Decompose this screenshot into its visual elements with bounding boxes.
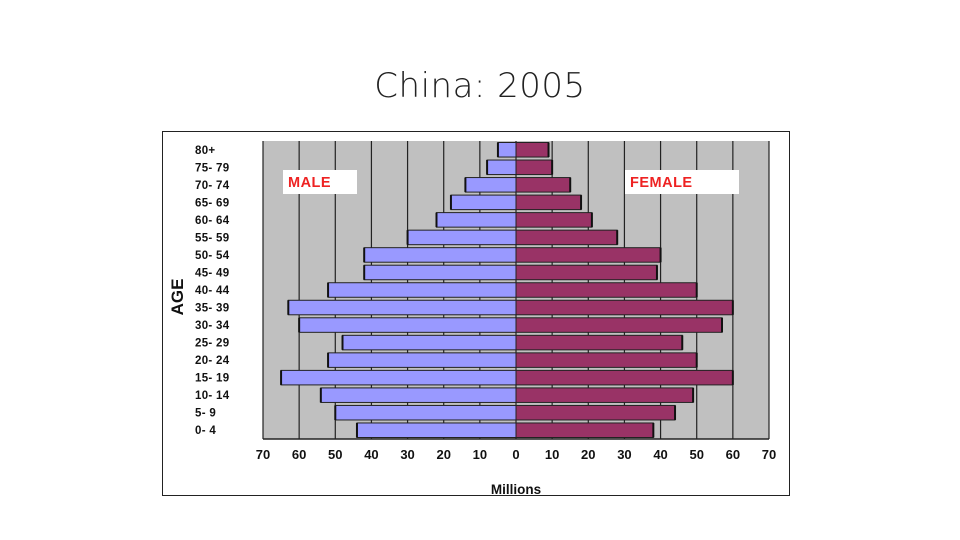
- age-tick-label: 10- 14: [195, 390, 230, 402]
- age-tick-label: 0- 4: [195, 425, 216, 437]
- male-bar: [497, 142, 517, 158]
- male-bar: [298, 317, 517, 333]
- female-bar: [515, 177, 571, 193]
- male-bar: [327, 352, 517, 368]
- x-tick-label: 70: [256, 447, 270, 462]
- female-bar: [515, 404, 676, 421]
- age-tick-label: 25- 29: [195, 338, 229, 350]
- male-bar: [407, 229, 517, 246]
- female-bar: [515, 282, 698, 298]
- female-bar: [515, 352, 698, 368]
- male-bar: [320, 387, 517, 403]
- x-tick-label: 0: [512, 447, 519, 462]
- x-tick-label: 20: [436, 447, 450, 462]
- slide-title: China: 2005: [374, 66, 586, 106]
- male-bar: [334, 404, 517, 421]
- age-tick-label: 70- 74: [195, 180, 230, 192]
- x-tick-label: 60: [292, 447, 306, 462]
- x-tick-label: 40: [364, 447, 378, 462]
- male-bar: [280, 369, 517, 386]
- female-bar: [515, 229, 618, 246]
- male-label-box: [283, 170, 357, 194]
- x-tick-label: 60: [726, 447, 740, 462]
- female-bar: [515, 264, 658, 281]
- age-tick-label: 75- 79: [195, 162, 229, 174]
- age-tick-label: 50- 54: [195, 250, 230, 262]
- female-label: FEMALE: [630, 175, 693, 191]
- male-bar: [342, 334, 517, 351]
- female-bar: [515, 299, 734, 316]
- chart-frame: 0- 4 5- 9 10- 14 15- 19 20- 24 25- 29 30- 34 35…: [162, 131, 790, 497]
- x-tick-label: 10: [473, 447, 487, 462]
- age-tick-label: 55- 59: [195, 232, 229, 244]
- male-bar: [363, 247, 517, 263]
- female-bar: [515, 387, 694, 403]
- population-pyramid-chart: 0- 4 5- 9 10- 14 15- 19 20- 24 25- 29 30- 34 35…: [168, 141, 776, 497]
- male-bar: [363, 264, 517, 281]
- x-tick-label: 50: [328, 447, 342, 462]
- male-label: MALE: [288, 175, 331, 191]
- male-bar: [356, 422, 517, 438]
- male-bar: [450, 194, 517, 211]
- female-bar: [515, 159, 553, 176]
- x-tick-label: 20: [581, 447, 595, 462]
- age-tick-label: 60- 64: [195, 215, 230, 227]
- female-bar: [515, 422, 654, 438]
- age-tick-label: 15- 19: [195, 373, 229, 385]
- male-bar: [327, 282, 517, 298]
- age-tick-label: 35- 39: [195, 303, 229, 315]
- female-label-box: [625, 170, 739, 194]
- age-tick-label: 5- 9: [195, 408, 216, 420]
- age-tick-label: 30- 34: [195, 320, 230, 332]
- x-tick-label: 30: [617, 447, 631, 462]
- x-tick-label: 50: [689, 447, 703, 462]
- male-bar: [435, 212, 517, 228]
- age-tick-label: 65- 69: [195, 197, 229, 209]
- x-tick-label: 30: [400, 447, 414, 462]
- female-bar: [515, 212, 593, 228]
- female-bar: [515, 194, 582, 211]
- male-bar: [287, 299, 517, 316]
- x-tick-label: 40: [653, 447, 667, 462]
- x-axis-label: Millions: [491, 482, 541, 497]
- male-bar: [464, 177, 517, 193]
- x-tick-label: 10: [545, 447, 559, 462]
- age-tick-label: 45- 49: [195, 267, 229, 279]
- female-bar: [515, 247, 662, 263]
- age-tick-label: 80+: [195, 145, 215, 157]
- age-tick-label: 20- 24: [195, 355, 230, 367]
- y-axis-label: AGE: [168, 279, 187, 316]
- female-bar: [515, 317, 723, 333]
- x-tick-label: 70: [762, 447, 776, 462]
- female-bar: [515, 142, 550, 158]
- male-bar: [486, 159, 517, 176]
- female-bar: [515, 334, 683, 351]
- female-bar: [515, 369, 734, 386]
- age-tick-label: 40- 44: [195, 285, 230, 297]
